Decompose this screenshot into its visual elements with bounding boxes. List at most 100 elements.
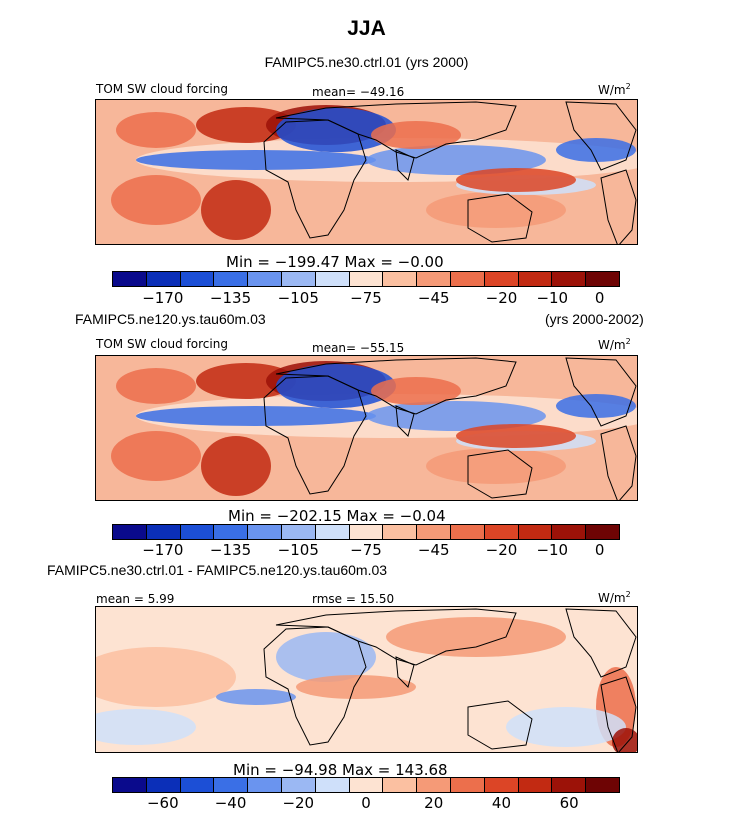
colorbar-swatch: [586, 778, 619, 792]
field-anomaly: [371, 121, 461, 149]
colorbar-swatch: [518, 778, 553, 792]
field-anomaly: [296, 675, 416, 699]
panel-3-stats: Min = −94.98 Max = 143.68: [233, 761, 448, 779]
panel-1-units-sup: 2: [625, 82, 631, 91]
panel-3-map: [95, 606, 638, 753]
field-anomaly: [116, 368, 196, 404]
colorbar-tick-label: 40: [491, 794, 511, 812]
coastline: [600, 169, 637, 244]
colorbar-swatch: [248, 272, 282, 286]
colorbar-swatch: [552, 778, 587, 792]
colorbar-swatch: [248, 778, 282, 792]
colorbar-tick-label: −135: [209, 289, 252, 307]
panel-3-rmse-label: rmse = 15.50: [312, 592, 395, 606]
colorbar-swatch: [315, 525, 350, 539]
field-anomaly: [506, 707, 626, 747]
colorbar-swatch: [281, 272, 316, 286]
coastline: [395, 149, 415, 181]
colorbar-tick-label: 60: [559, 794, 579, 812]
colorbar-swatch: [450, 272, 485, 286]
colorbar-tick-label: 0: [361, 794, 371, 812]
colorbar-swatch: [113, 525, 147, 539]
colorbar-swatch: [484, 525, 519, 539]
map-field: [96, 607, 637, 752]
field-anomaly: [426, 448, 566, 484]
field-anomaly: [136, 406, 376, 426]
figure-title: JJA: [347, 17, 386, 40]
colorbar-tick-label: −75: [350, 289, 382, 307]
field-anomaly: [111, 431, 201, 481]
field-anomaly: [371, 377, 461, 405]
colorbar-tick-label: −135: [209, 541, 252, 559]
panel-1-subtitle: FAMIPC5.ne30.ctrl.01 (yrs 2000): [264, 54, 469, 70]
colorbar-tick-label: −20: [282, 794, 315, 812]
colorbar-swatch: [180, 272, 215, 286]
panel-1-variable-label: TOM SW cloud forcing: [96, 82, 228, 96]
coastline: [275, 608, 517, 666]
field-anomaly: [276, 632, 376, 682]
colorbar-swatch: [349, 778, 384, 792]
panel-2-stats: Min = −202.15 Max = −0.04: [228, 507, 446, 525]
field-anomaly: [201, 180, 271, 240]
coastline: [600, 425, 637, 500]
field-anomaly: [96, 647, 236, 707]
colorbar-swatch: [552, 272, 587, 286]
panel-2-units-base: W/m: [598, 338, 626, 352]
coastline: [467, 700, 533, 750]
panel-2-mean-label: mean= −55.15: [312, 341, 405, 355]
field-anomaly: [556, 394, 636, 418]
panel-2-variable-label: TOM SW cloud forcing: [96, 337, 228, 351]
field-anomaly: [456, 424, 576, 448]
panel-3-units-base: W/m: [598, 591, 626, 605]
colorbar-tick-label: −10: [536, 289, 569, 307]
field-anomaly: [426, 192, 566, 228]
panel-1-units: W/m2: [598, 82, 631, 97]
field-anomaly: [196, 363, 296, 399]
panel-2-subtitle-right: (yrs 2000-2002): [545, 311, 644, 327]
panel-2-subtitle-left: FAMIPC5.ne120.ys.tau60m.03: [75, 311, 266, 327]
colorbar-tick-label: −45: [417, 289, 450, 307]
field-anomaly: [386, 617, 566, 657]
colorbar-swatch: [383, 272, 418, 286]
colorbar-swatch: [281, 525, 316, 539]
colorbar-swatch: [518, 525, 553, 539]
panel-1-mean-label: mean= −49.16: [312, 85, 405, 99]
coastline: [275, 101, 517, 159]
colorbar-tick-label: 20: [424, 794, 444, 812]
map-field: [96, 100, 637, 244]
colorbar-swatch: [383, 778, 418, 792]
colorbar-swatch: [417, 525, 451, 539]
field-anomaly: [216, 689, 296, 705]
colorbar-swatch: [281, 778, 316, 792]
colorbar-tick-label: −105: [277, 289, 319, 307]
colorbar-swatch: [518, 272, 553, 286]
colorbar-swatch: [417, 272, 451, 286]
colorbar-swatch: [180, 778, 215, 792]
colorbar-tick-label: −75: [350, 541, 382, 559]
coastline: [467, 449, 533, 499]
colorbar-swatch: [484, 778, 519, 792]
field-anomaly: [116, 112, 196, 148]
map-field: [96, 356, 637, 500]
colorbar-tick-label: −20: [485, 541, 518, 559]
colorbar-swatch: [315, 272, 350, 286]
panel-1-units-base: W/m: [598, 83, 626, 97]
colorbar-tick-label: −20: [485, 289, 518, 307]
panel-3-subtitle: FAMIPC5.ne30.ctrl.01 - FAMIPC5.ne120.ys.…: [47, 562, 388, 578]
colorbar-swatch: [214, 778, 249, 792]
coastline: [565, 357, 637, 427]
field-anomaly: [196, 107, 296, 143]
coastline: [395, 405, 415, 437]
panel-1-map: [95, 99, 638, 245]
colorbar-tick-label: −60: [146, 794, 179, 812]
colorbar-swatch: [417, 778, 451, 792]
colorbar-swatch: [113, 778, 147, 792]
colorbar-swatch: [146, 778, 181, 792]
field-anomaly: [612, 728, 637, 752]
colorbar-swatch: [450, 525, 485, 539]
coastline: [565, 608, 637, 678]
field-anomaly: [111, 175, 201, 225]
colorbar-swatch: [552, 525, 587, 539]
colorbar-swatch: [180, 525, 215, 539]
colorbar-swatch: [146, 525, 181, 539]
